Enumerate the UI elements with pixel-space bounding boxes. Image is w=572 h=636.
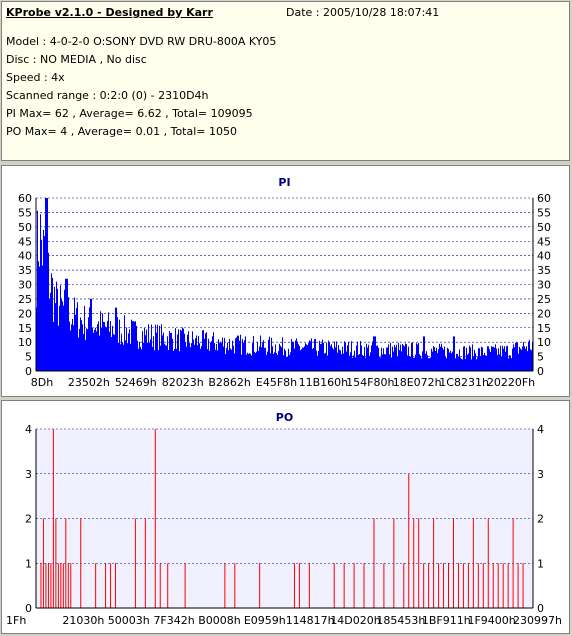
pi-xtick-label: 52469h	[115, 376, 157, 389]
pi-ytick-left: 20	[18, 307, 32, 320]
po-ytick-left: 4	[25, 423, 32, 436]
pi-ytick-right: 20	[537, 307, 551, 320]
po-xtick-label: 230997h	[513, 614, 562, 627]
po-chart: PO 0 0 1 1 2 2 3 3 4 4 1Fh 21030h 50003h 7F342h B0008h E…	[6, 411, 562, 627]
po-xtick-label: 185453h	[376, 614, 425, 627]
pi-ytick-right: 10	[537, 336, 551, 349]
po-xtick-label: 1BF911h	[422, 614, 471, 627]
po-xtick-label: B0008h	[198, 614, 241, 627]
pi-ytick-right: 15	[537, 322, 551, 335]
pi-ytick-right: 35	[537, 264, 551, 277]
pi-ytick-left: 55	[18, 206, 32, 219]
pi-ytick-right: 0	[537, 365, 544, 378]
info-scanned-range: Scanned range : 0:2:0 (0) - 2310D4h	[6, 89, 209, 102]
pi-ytick-left: 45	[18, 235, 32, 248]
pi-xtick-label: 11B160h	[299, 376, 349, 389]
pi-ytick-right: 5	[537, 351, 544, 364]
info-po-stats: PO Max= 4 , Average= 0.01 , Total= 1050	[6, 125, 237, 138]
pi-ytick-right: 30	[537, 279, 551, 292]
po-chart-title: PO	[276, 411, 293, 424]
po-ytick-right: 1	[537, 557, 544, 570]
info-panel: KProbe v2.1.0 - Designed by Karr Date : …	[1, 1, 570, 161]
pi-xtick-label: 8Dh	[31, 376, 53, 389]
po-xtick-label: 1Fh	[6, 614, 26, 627]
po-xtick-label: 114817h	[286, 614, 335, 627]
pi-xtick-label: 18E072h	[393, 376, 442, 389]
pi-ytick-left: 30	[18, 279, 32, 292]
pi-ytick-right: 40	[537, 250, 551, 263]
pi-ytick-left: 0	[25, 365, 32, 378]
po-ytick-right: 3	[537, 468, 544, 481]
pi-xtick-label: 23502h	[68, 376, 110, 389]
po-xtick-label: 21030h	[62, 614, 104, 627]
po-ytick-left: 2	[25, 513, 32, 526]
pi-xtick-label: 82023h	[162, 376, 204, 389]
pi-xtick-label: 1C8231h	[439, 376, 489, 389]
po-chart-panel: PO 0 0 1 1 2 2 3 3 4 4 1Fh 21030h 50003h 7F342h B0008h E…	[1, 400, 570, 634]
pi-ytick-right: 45	[537, 235, 551, 248]
pi-xtick-label: 20220Fh	[487, 376, 535, 389]
pi-ytick-right: 60	[537, 192, 551, 205]
po-ytick-left: 1	[25, 557, 32, 570]
pi-ytick-left: 40	[18, 250, 32, 263]
pi-xtick-label: E45F8h	[256, 376, 297, 389]
app-title: KProbe v2.1.0 - Designed by Karr	[6, 6, 213, 19]
info-speed: Speed : 4x	[6, 71, 65, 84]
po-ytick-left: 3	[25, 468, 32, 481]
pi-ytick-left: 5	[25, 351, 32, 364]
pi-ytick-left: 15	[18, 322, 32, 335]
po-xtick-label: 1F9400h	[467, 614, 515, 627]
po-ytick-right: 4	[537, 423, 544, 436]
po-xtick-label: 50003h	[108, 614, 150, 627]
pi-ytick-right: 55	[537, 206, 551, 219]
info-disc: Disc : NO MEDIA , No disc	[6, 53, 147, 66]
pi-ytick-left: 25	[18, 293, 32, 306]
pi-chart-panel: PI 0 0 5 5 10 10 15 15 20 20 25 25 30 30 35 35 40 40 45 45 50…	[1, 165, 570, 397]
pi-xtick-label: 154F80h	[346, 376, 394, 389]
pi-ytick-right: 25	[537, 293, 551, 306]
scan-date: Date : 2005/10/28 18:07:41	[286, 6, 440, 19]
pi-ytick-right: 50	[537, 221, 551, 234]
po-ytick-right: 0	[537, 602, 544, 615]
po-xtick-label: 7F342h	[153, 614, 194, 627]
po-ytick-left: 0	[25, 602, 32, 615]
po-xtick-label: E0959h	[244, 614, 286, 627]
info-model: Model : 4-0-2-0 O:SONY DVD RW DRU-800A K…	[6, 35, 277, 48]
pi-ytick-left: 10	[18, 336, 32, 349]
pi-xtick-label: B2862h	[208, 376, 251, 389]
pi-ytick-left: 50	[18, 221, 32, 234]
po-ytick-right: 2	[537, 513, 544, 526]
pi-ytick-left: 60	[18, 192, 32, 205]
po-xtick-label: 14D020h	[330, 614, 380, 627]
info-pi-stats: PI Max= 62 , Average= 6.62 , Total= 1090…	[6, 107, 253, 120]
pi-ytick-left: 35	[18, 264, 32, 277]
pi-chart-title: PI	[278, 176, 290, 189]
